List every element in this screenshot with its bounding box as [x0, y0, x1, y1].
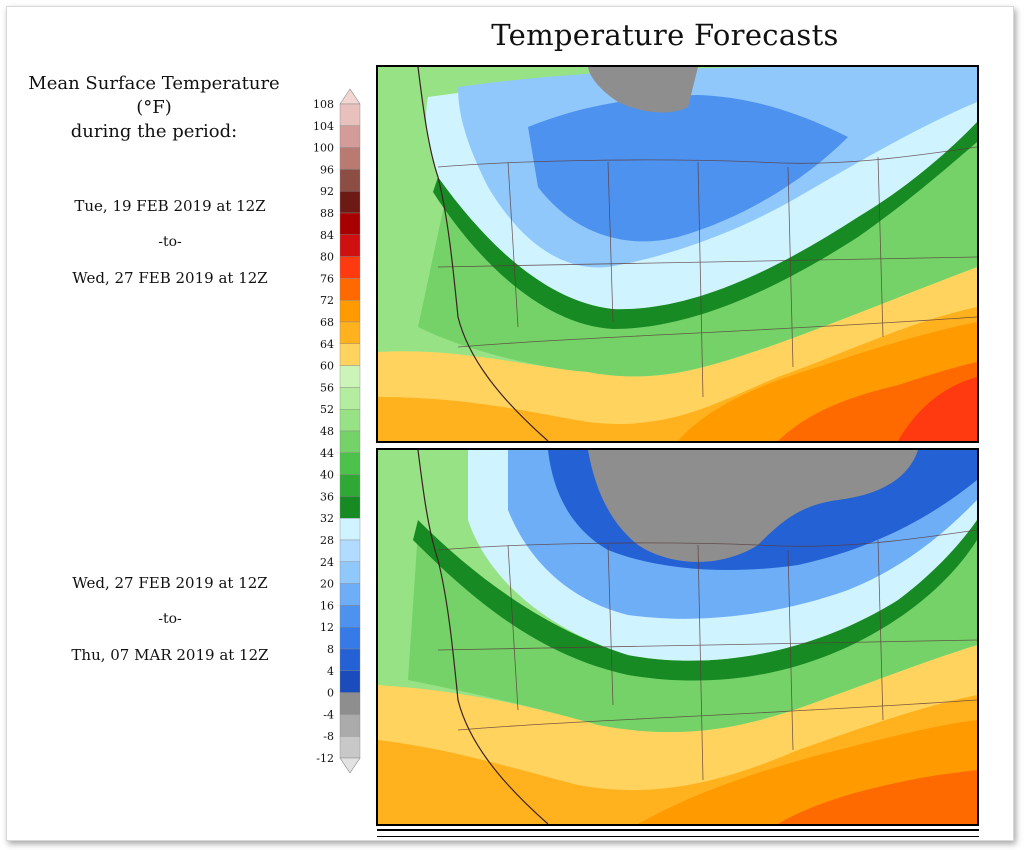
page-title: Temperature Forecasts	[491, 18, 839, 52]
colorbar-swatch	[339, 387, 361, 410]
period-2-sep: -to-	[158, 611, 182, 627]
colorbar-cap-top	[339, 88, 361, 105]
colorbar-tick-label: 80	[320, 251, 334, 264]
colorbar-tick-label: 44	[320, 447, 334, 460]
canada-gray-area	[588, 450, 918, 562]
colorbar-swatch	[339, 343, 361, 366]
canada-gray-area	[588, 67, 698, 113]
gulf-red-band	[778, 770, 977, 824]
colorbar-swatch	[339, 714, 361, 737]
colorbar-swatch	[339, 670, 361, 693]
colorbar-swatch	[339, 583, 361, 606]
colorbar-swatch	[339, 190, 361, 214]
colorbar-swatch	[339, 212, 361, 235]
colorbar-tick-label: 96	[320, 163, 334, 176]
map-panel-week2	[376, 448, 979, 826]
colorbar-swatch	[339, 496, 361, 519]
colorbar-tick-label: 104	[313, 120, 334, 133]
colorbar-tick-label: 60	[320, 360, 334, 373]
colorbar-swatch	[339, 321, 361, 344]
colorbar-tick-label: 48	[320, 425, 334, 438]
colorbar-swatch	[339, 430, 361, 453]
colorbar-tick-label: 8	[327, 643, 334, 656]
map-panel-week1	[376, 65, 979, 443]
colorbar-swatch	[339, 452, 361, 475]
colorbar-swatch	[339, 692, 361, 715]
colorbar-swatch	[339, 256, 361, 279]
colorbar-tick-label: 68	[320, 316, 334, 329]
colorbar-swatch	[339, 539, 361, 562]
period-label-1: Tue, 19 FEB 2019 at 12Z -to- Wed, 27 FEB…	[40, 188, 300, 296]
colorbar-swatch	[339, 474, 361, 497]
colorbar-tick-label: 36	[320, 490, 334, 503]
colorbar-tick-label: 28	[320, 534, 334, 547]
period-2-start: Wed, 27 FEB 2019 at 12Z	[72, 574, 268, 592]
temperature-colorbar: 1081041009692888480767268646056524844403…	[313, 88, 361, 774]
colorbar-tick-label: 88	[320, 207, 334, 220]
colorbar-tick-label: 40	[320, 469, 334, 482]
state-boundaries	[437, 146, 977, 398]
state-boundaries	[437, 529, 977, 781]
colorbar-tick-label: 64	[320, 338, 334, 351]
colorbar-tick-label: 108	[313, 98, 334, 111]
period-label-2: Wed, 27 FEB 2019 at 12Z -to- Thu, 07 MAR…	[40, 565, 300, 673]
colorbar-swatch	[339, 736, 361, 759]
colorbar-swatch	[339, 365, 361, 388]
colorbar-tick-label: 52	[320, 403, 334, 416]
colorbar-swatch	[339, 125, 361, 148]
legend-title: Mean Surface Temperature (°F) during the…	[14, 72, 294, 144]
colorbar-tick-label: -12	[316, 752, 334, 765]
colorbar-tick-label: 20	[320, 578, 334, 591]
colorbar-swatch	[339, 627, 361, 650]
colorbar-tick-label: 4	[327, 665, 334, 678]
bottom-rule	[377, 829, 979, 837]
period-1-sep: -to-	[158, 234, 182, 250]
colorbar-tick-label: 56	[320, 381, 334, 394]
colorbar-tick-label: 92	[320, 185, 334, 198]
colorbar-swatch	[339, 234, 361, 257]
period-1-end: Wed, 27 FEB 2019 at 12Z	[72, 269, 268, 287]
florida-red-area	[898, 377, 977, 441]
colorbar-tick-label: -4	[323, 708, 334, 721]
colorbar-tick-label: 72	[320, 294, 334, 307]
colorbar-tick-label: 76	[320, 272, 334, 285]
colorbar-swatch	[339, 648, 361, 671]
map-week2-svg	[378, 450, 977, 824]
colorbar-tick-label: 12	[320, 621, 334, 634]
period-2-end: Thu, 07 MAR 2019 at 12Z	[71, 646, 269, 664]
legend-title-line1: Mean Surface Temperature (°F)	[28, 73, 280, 118]
colorbar-tick-label: 84	[320, 229, 334, 242]
colorbar-swatch	[339, 278, 361, 301]
colorbar-cap-bottom	[339, 757, 361, 774]
land-green-interior	[408, 510, 977, 733]
colorbar-tick-label: 16	[320, 599, 334, 612]
period-1-start: Tue, 19 FEB 2019 at 12Z	[74, 197, 266, 215]
colorbar-swatch	[339, 299, 361, 323]
map-week1-svg	[378, 67, 977, 441]
colorbar-tick-label: 24	[320, 556, 334, 569]
legend-title-line2: during the period:	[70, 121, 238, 142]
cold-front-green-line	[413, 520, 977, 681]
colorbar-swatch	[339, 605, 361, 628]
colorbar-swatch	[339, 409, 361, 432]
rockies-deep-blue-area	[528, 95, 848, 242]
colorbar-swatch	[339, 561, 361, 584]
coastline	[417, 67, 549, 441]
coastline	[417, 450, 549, 824]
land-green-interior	[418, 127, 977, 377]
colorbar-swatch	[339, 518, 361, 541]
colorbar-tick-label: -8	[323, 730, 334, 743]
colorbar-tick-label: 0	[327, 687, 334, 700]
colorbar-swatch	[339, 147, 361, 170]
cold-front-green-line	[433, 122, 977, 329]
colorbar-tick-label: 100	[313, 142, 334, 155]
colorbar-tick-label: 32	[320, 512, 334, 525]
colorbar-swatch	[339, 103, 361, 126]
colorbar-swatch	[339, 169, 361, 192]
